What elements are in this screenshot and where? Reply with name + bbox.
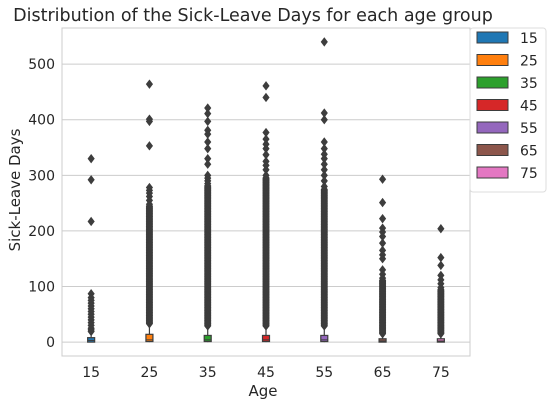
legend-swatch-45 xyxy=(476,99,509,111)
outlier-point xyxy=(437,282,445,293)
box-series xyxy=(87,37,445,343)
box-group-15 xyxy=(87,153,96,343)
legend-label-35: 35 xyxy=(520,76,538,92)
legend-swatch-55 xyxy=(476,121,509,134)
legend-label-25: 25 xyxy=(520,54,538,70)
box-35 xyxy=(203,334,212,343)
x-axis-label: Age xyxy=(248,382,277,400)
y-tick-label: 0 xyxy=(46,335,55,351)
box-group-65 xyxy=(378,174,387,343)
y-tick-labels: 0 100 200 300 400 500 xyxy=(28,57,55,351)
box-55 xyxy=(320,334,329,343)
outlier-point xyxy=(87,175,95,185)
outlier-point xyxy=(262,170,270,181)
box-group-25 xyxy=(145,79,154,343)
outlier-point xyxy=(262,81,270,91)
y-tick-label: 200 xyxy=(28,224,55,240)
outlier-point xyxy=(320,181,328,192)
legend-label-45: 45 xyxy=(520,99,538,115)
legend-swatch-35 xyxy=(476,76,509,89)
outlier-point xyxy=(262,92,270,103)
outlier-point xyxy=(87,216,95,227)
y-gridlines xyxy=(62,63,470,343)
outlier-point xyxy=(204,178,212,189)
legend-swatch-75 xyxy=(476,166,509,179)
y-tick-label: 500 xyxy=(28,57,55,73)
outlier-point xyxy=(378,174,387,184)
x-tick-label: 35 xyxy=(199,365,217,381)
outlier-point xyxy=(145,79,154,89)
x-tick-label: 45 xyxy=(257,365,275,381)
outlier-point xyxy=(320,37,328,47)
x-tick-labels: 15 25 35 45 55 65 75 xyxy=(82,365,450,381)
box-25 xyxy=(145,333,154,343)
outlier-point xyxy=(87,153,95,164)
outlier-point xyxy=(437,223,445,234)
outlier-point xyxy=(320,115,328,125)
outlier-point xyxy=(204,159,212,169)
x-tick-label: 25 xyxy=(141,365,159,381)
legend: 15 25 35 45 55 65 75 xyxy=(469,27,547,193)
y-tick-label: 300 xyxy=(28,168,55,184)
outlier-point xyxy=(145,199,154,209)
box-15 xyxy=(87,337,96,343)
legend-swatch-25 xyxy=(476,54,509,66)
y-axis-label: Sick-Leave Days xyxy=(6,128,24,251)
outlier-point xyxy=(145,116,154,127)
outlier-point xyxy=(145,141,154,151)
outlier-point xyxy=(378,213,387,224)
legend-label-65: 65 xyxy=(520,144,538,160)
box-group-55 xyxy=(320,37,329,343)
outlier-point xyxy=(437,260,445,271)
x-tick-label: 65 xyxy=(374,365,392,381)
legend-label-15: 15 xyxy=(520,31,538,47)
chart-title: Distribution of the Sick-Leave Days for … xyxy=(13,6,493,26)
x-tick-label: 55 xyxy=(315,365,333,381)
legend-swatch-15 xyxy=(476,31,509,44)
legend-label-55: 55 xyxy=(520,121,538,137)
outlier-point xyxy=(378,254,387,264)
outlier-point xyxy=(378,273,387,283)
box-75 xyxy=(436,338,445,343)
box-group-45 xyxy=(261,81,271,343)
box-group-35 xyxy=(203,103,212,343)
outlier-point xyxy=(204,143,212,154)
x-tick-label: 75 xyxy=(432,365,450,381)
box-65 xyxy=(378,338,387,343)
y-tick-label: 100 xyxy=(28,280,55,296)
y-tick-label: 400 xyxy=(28,113,55,129)
legend-label-75: 75 xyxy=(520,166,538,182)
box-group-75 xyxy=(436,223,445,343)
box-45 xyxy=(261,334,271,343)
legend-swatch-65 xyxy=(476,144,509,156)
outlier-point xyxy=(378,197,387,208)
x-tick-label: 15 xyxy=(82,365,100,381)
